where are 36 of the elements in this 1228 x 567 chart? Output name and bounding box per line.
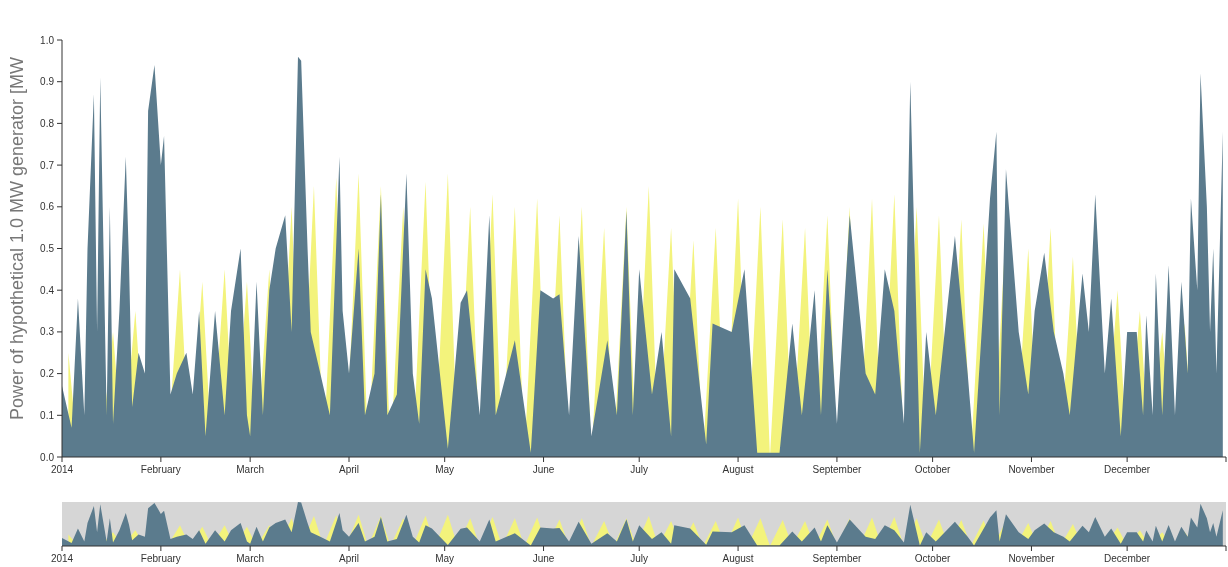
x-tick-label: June <box>532 553 555 564</box>
x-tick-label: November <box>1008 464 1056 475</box>
y-tick-label: 0.8 <box>40 117 55 129</box>
x-tick-label: February <box>140 464 181 475</box>
y-axis-title: Power of hypothetical 1.0 MW generator [MW <box>7 56 27 421</box>
x-tick-label: November <box>1008 553 1056 564</box>
x-tick-label: September <box>812 553 863 564</box>
y-tick-label: 1.0 <box>40 34 55 46</box>
x-tick-label: October <box>914 464 952 475</box>
x-tick-label: April <box>339 553 360 564</box>
y-tick-label: 0.3 <box>40 326 55 338</box>
y-tick-label: 0.5 <box>40 243 55 254</box>
x-tick-label: July <box>630 464 649 475</box>
x-tick-label: April <box>339 464 360 475</box>
x-tick-label: July <box>630 553 649 564</box>
y-tick-label: 0.7 <box>40 159 55 171</box>
y-tick-label: 0.2 <box>40 368 55 380</box>
x-tick-label: September <box>812 464 863 475</box>
x-tick-label: August <box>722 464 754 475</box>
x-tick-label: February <box>140 553 181 564</box>
y-tick-label: 0.9 <box>40 76 55 88</box>
x-tick-label: August <box>722 553 754 564</box>
x-tick-label: June <box>532 464 555 475</box>
y-tick-label: 0.6 <box>40 201 55 213</box>
x-tick-label: May <box>435 553 455 564</box>
x-tick-label: March <box>236 464 265 475</box>
x-tick-label: 2014 <box>50 553 74 564</box>
y-tick-label: 0.4 <box>40 284 55 296</box>
x-tick-label: 2014 <box>50 464 74 475</box>
x-tick-label: October <box>914 553 952 564</box>
x-tick-label: March <box>236 553 265 564</box>
y-tick-label: 0.0 <box>40 451 55 463</box>
x-tick-label: December <box>1104 464 1151 475</box>
x-tick-label: December <box>1104 553 1151 564</box>
y-tick-label: 0.1 <box>40 409 55 421</box>
x-tick-label: May <box>435 464 455 475</box>
